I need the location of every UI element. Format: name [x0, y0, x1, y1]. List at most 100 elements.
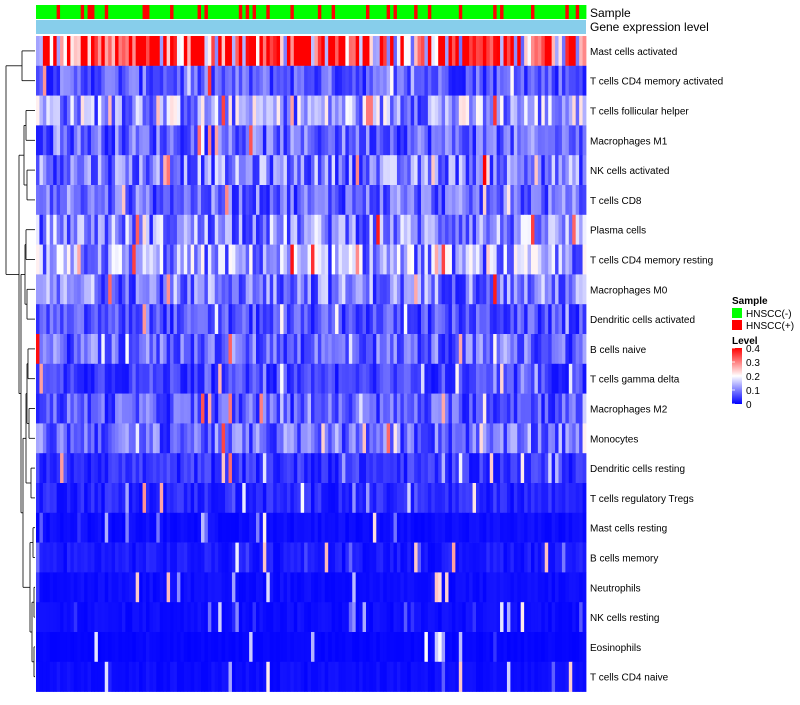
heatmap-cell [163, 363, 168, 394]
heatmap-cell [49, 393, 54, 424]
heatmap-cell [118, 244, 123, 275]
heatmap-cell [280, 572, 284, 603]
heatmap-cell [97, 423, 102, 454]
heatmap-cell [355, 363, 360, 394]
heatmap-cell [513, 95, 518, 126]
heatmap-cell [445, 155, 449, 186]
heatmap-cell [366, 542, 370, 573]
row-label: Macrophages M2 [590, 405, 668, 416]
heatmap-cell [187, 334, 192, 365]
heatmap-cell [496, 334, 501, 365]
heatmap-cell [345, 453, 350, 484]
heatmap-cell [218, 274, 223, 305]
heatmap-cell [524, 453, 528, 484]
heatmap-cell [579, 155, 583, 186]
heatmap-cell [204, 423, 209, 454]
heatmap-cell [537, 95, 542, 126]
heatmap-cell [421, 274, 425, 305]
heatmap-cell [190, 423, 195, 454]
heatmap-cell [53, 244, 58, 275]
sample-annotation-cell [214, 5, 219, 19]
heatmap-cell [91, 125, 95, 156]
heatmap-cell [451, 36, 456, 67]
heatmap-cell [87, 244, 92, 275]
heatmap-cell [493, 304, 498, 335]
heatmap-cell [242, 304, 247, 335]
heatmap-cell [486, 36, 491, 67]
heatmap-cell [293, 95, 298, 126]
heatmap-cell [180, 334, 185, 365]
heatmap-cell [493, 453, 498, 484]
heatmap-cell [132, 572, 137, 603]
sample-annotation-cell [396, 5, 401, 19]
heatmap-cell [314, 36, 319, 67]
heatmap-cell [201, 542, 205, 573]
heatmap-cell [572, 483, 577, 514]
heatmap-cell [582, 542, 587, 573]
heatmap-cell [462, 512, 467, 543]
heatmap-cell [541, 572, 546, 603]
heatmap-cell [249, 393, 253, 424]
heatmap-cell [283, 423, 288, 454]
heatmap-cell [273, 274, 278, 305]
heatmap-cell [506, 453, 511, 484]
heatmap-cell [462, 542, 467, 573]
heatmap-cell [386, 363, 391, 394]
heatmap-cell [434, 274, 439, 305]
heatmap-cell [60, 423, 64, 454]
heatmap-cell [170, 542, 174, 573]
heatmap-cell [84, 36, 88, 67]
heatmap-cell [108, 334, 113, 365]
heatmap-cell [524, 363, 528, 394]
heatmap-cell [555, 125, 559, 156]
heatmap-cell [572, 36, 577, 67]
heatmap-cell [180, 453, 185, 484]
heatmap-cell [579, 214, 583, 245]
heatmap-cell [214, 483, 219, 514]
heatmap-cell [331, 244, 336, 275]
heatmap-cell [311, 244, 315, 275]
heatmap-cell [173, 453, 178, 484]
heatmap-cell [280, 363, 284, 394]
heatmap-cell [369, 542, 374, 573]
heatmap-cell [94, 483, 99, 514]
heatmap-cell [366, 423, 370, 454]
heatmap-cell [520, 334, 525, 365]
heatmap-cell [424, 393, 429, 424]
heatmap-cell [42, 512, 47, 543]
heatmap-cell [256, 95, 260, 126]
heatmap-cell [231, 304, 236, 335]
heatmap-cell [544, 214, 549, 245]
heatmap-cell [139, 65, 143, 96]
heatmap-cell [548, 65, 553, 96]
heatmap-cell [565, 572, 570, 603]
heatmap-cell [242, 185, 247, 216]
heatmap-cell [393, 334, 398, 365]
heatmap-cell [348, 661, 353, 692]
heatmap-cell [555, 95, 559, 126]
heatmap-cell [341, 453, 346, 484]
heatmap-cell [424, 185, 429, 216]
heatmap-cell [421, 602, 425, 633]
heatmap-cell [324, 632, 329, 663]
heatmap-cell [544, 572, 549, 603]
heatmap-cell [317, 542, 322, 573]
heatmap-cell [335, 304, 339, 335]
heatmap-cell [393, 572, 398, 603]
heatmap-cell [115, 214, 119, 245]
heatmap-cell [142, 36, 147, 67]
heatmap-cell [73, 363, 78, 394]
heatmap-cell [311, 95, 315, 126]
heatmap-cell [407, 36, 412, 67]
heatmap-cell [324, 542, 329, 573]
heatmap-cell [266, 423, 271, 454]
heatmap-cell [115, 602, 119, 633]
heatmap-cell [427, 423, 432, 454]
heatmap-cell [376, 95, 381, 126]
heatmap-cell [520, 602, 525, 633]
heatmap-cell [317, 393, 322, 424]
heatmap-cell [482, 512, 487, 543]
heatmap-cell [125, 304, 130, 335]
heatmap-cell [108, 95, 113, 126]
